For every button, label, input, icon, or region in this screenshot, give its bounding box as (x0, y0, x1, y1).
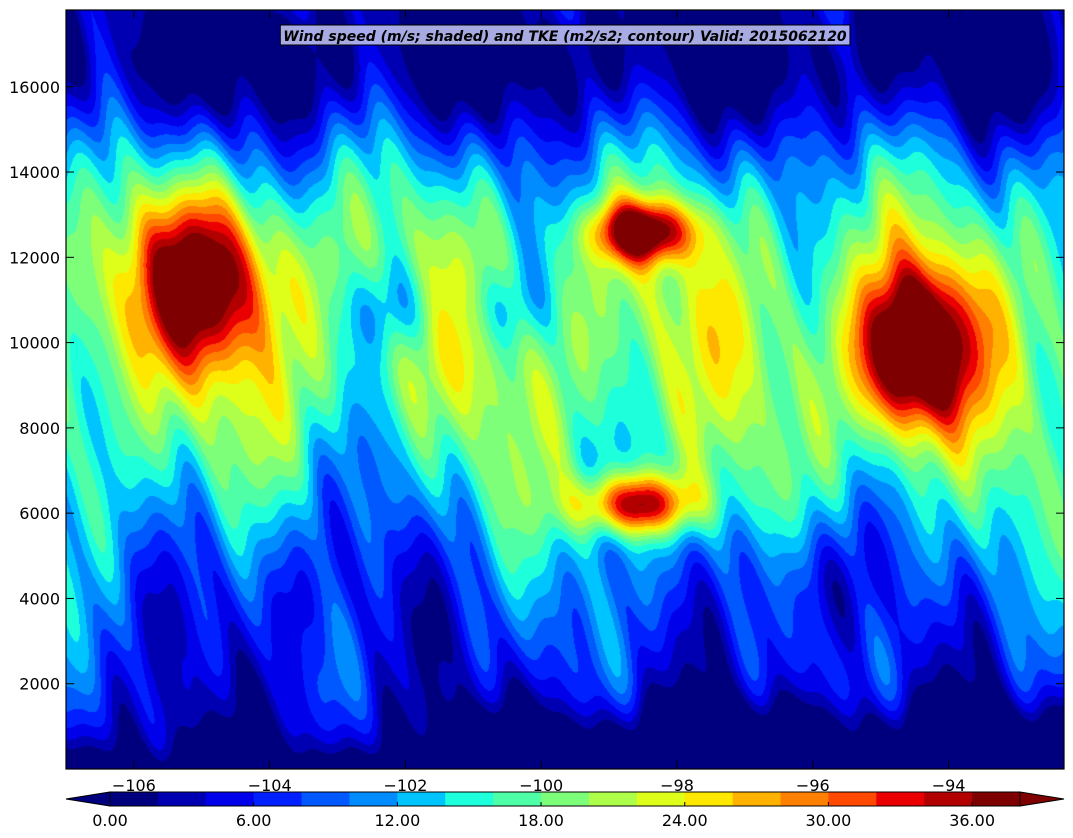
colorbar-swatch (541, 792, 590, 806)
colorbar-tick-label: 24.00 (662, 811, 708, 830)
colorbar-tick-label: 6.00 (236, 811, 272, 830)
y-tick-label: 12000 (9, 248, 60, 267)
colorbar-tick-label: 18.00 (518, 811, 564, 830)
x-tick-label: −106 (112, 776, 156, 795)
colorbar-swatch (972, 792, 1021, 806)
colorbar-swatch (876, 792, 925, 806)
colorbar-swatch (780, 792, 830, 806)
colorbar-swatch (636, 792, 686, 806)
colorbar-swatch (349, 792, 398, 806)
colorbar-swatch (110, 792, 159, 806)
plot-frame (65, 9, 1065, 770)
colorbar-swatch (588, 792, 638, 806)
colorbar-tick-label: 36.00 (949, 811, 995, 830)
y-tick-label: 2000 (19, 675, 60, 694)
colorbar-swatch (157, 792, 207, 806)
y-tick-label: 4000 (19, 589, 60, 608)
colorbar-swatch (493, 792, 542, 806)
y-tick-label: 10000 (9, 334, 60, 353)
colorbar-swatch (828, 792, 877, 806)
x-tick-label: −104 (248, 776, 292, 795)
y-tick-label: 8000 (19, 419, 60, 438)
colorbar-swatch (924, 792, 973, 806)
colorbar-swatch (397, 792, 446, 806)
x-tick-label: −98 (660, 776, 694, 795)
colorbar-swatch (253, 792, 303, 806)
x-axis: −106 −104 −102 −100 −98 −96 −94 (112, 10, 966, 795)
title-background (279, 24, 851, 46)
colorbar: 0.00 6.00 12.00 18.00 24.00 30.00 36.00 (65, 791, 1065, 830)
x-tick-label: −100 (519, 776, 563, 795)
chart-title-box: Wind speed (m/s; shaded) and TKE (m2/s2;… (279, 24, 851, 46)
colorbar-frame (109, 791, 1021, 807)
colorbar-tick-label: 30.00 (806, 811, 852, 830)
chart-title: Wind speed (m/s; shaded) and TKE (m2/s2;… (283, 29, 847, 45)
x-tick-label: −94 (932, 776, 966, 795)
plot-area (65, 9, 1065, 770)
wind-speed-shaded-field (66, 10, 1064, 769)
x-tick-label: −96 (796, 776, 830, 795)
x-tick-label: −102 (383, 776, 427, 795)
colorbar-tick-label: 0.00 (92, 811, 128, 830)
y-tick-label: 6000 (19, 504, 60, 523)
colorbar-tick-label: 12.00 (374, 811, 420, 830)
colorbar-swatch (732, 792, 782, 806)
y-axis: 2000 4000 6000 8000 10000 12000 14000 16000 (9, 78, 1064, 694)
y-tick-label: 14000 (9, 163, 60, 182)
colorbar-swatch (205, 792, 255, 806)
colorbar-swatch (301, 792, 351, 806)
colorbar-swatch (684, 792, 734, 806)
y-tick-label: 16000 (9, 78, 60, 97)
colorbar-swatch (445, 792, 494, 806)
